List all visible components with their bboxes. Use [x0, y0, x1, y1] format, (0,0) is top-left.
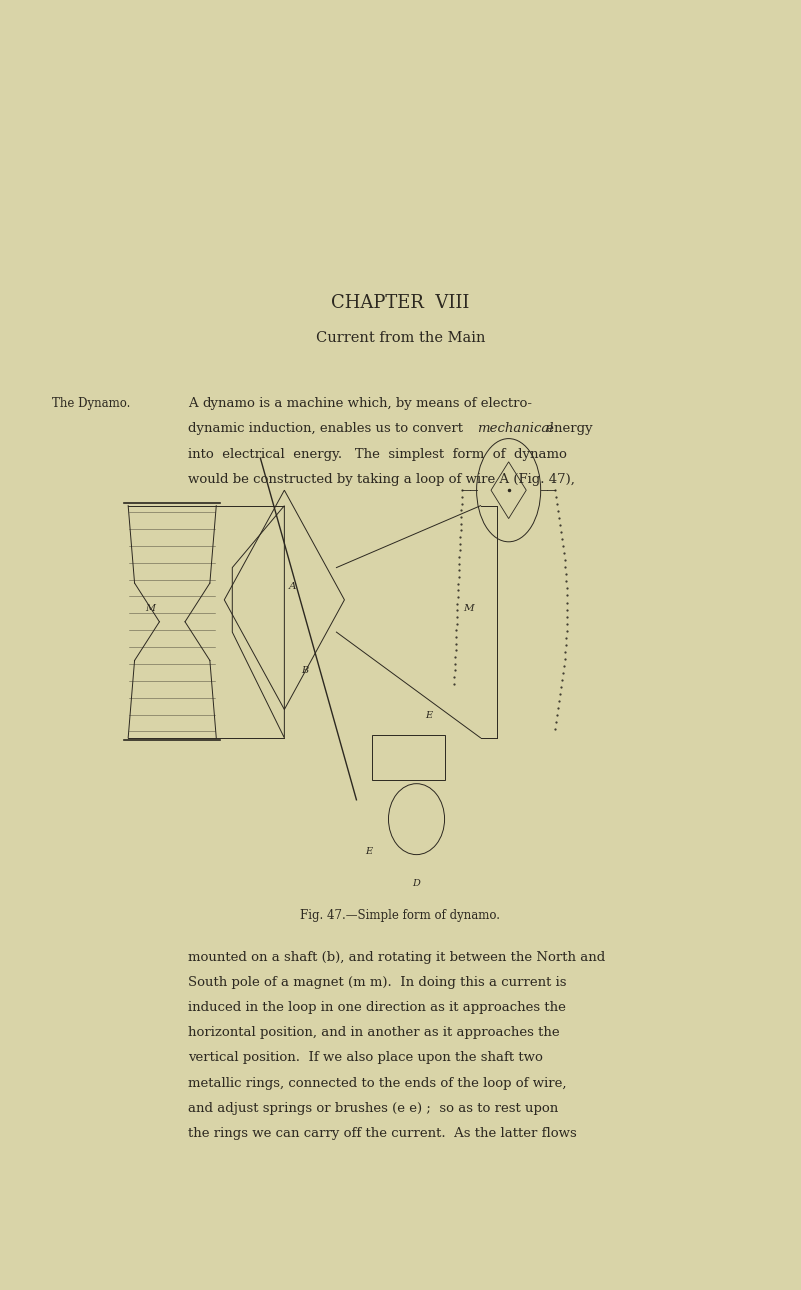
Text: CHAPTER  VIII: CHAPTER VIII — [332, 294, 469, 312]
Text: vertical position.  If we also place upon the shaft two: vertical position. If we also place upon… — [188, 1051, 543, 1064]
Text: is a machine which, by means of electro-: is a machine which, by means of electro- — [255, 397, 532, 410]
Text: D: D — [413, 880, 421, 888]
Text: would be constructed by taking a loop of wire A (Fig. 47),: would be constructed by taking a loop of… — [188, 473, 575, 486]
Text: energy: energy — [542, 423, 593, 436]
Text: dynamo: dynamo — [203, 397, 256, 410]
Text: metallic rings, connected to the ends of the loop of wire,: metallic rings, connected to the ends of… — [188, 1076, 567, 1090]
Text: The Dynamo.: The Dynamo. — [52, 397, 131, 410]
Text: mechanical: mechanical — [477, 423, 553, 436]
Text: A: A — [288, 583, 296, 591]
Text: E: E — [365, 848, 372, 855]
Text: South pole of a magnet (m m).  In doing this a current is: South pole of a magnet (m m). In doing t… — [188, 977, 567, 989]
Text: A: A — [188, 397, 202, 410]
Text: Fig. 47.—Simple form of dynamo.: Fig. 47.—Simple form of dynamo. — [300, 909, 501, 922]
Text: mounted on a shaft (b), and rotating it between the North and: mounted on a shaft (b), and rotating it … — [188, 951, 606, 964]
Text: Current from the Main: Current from the Main — [316, 332, 485, 344]
Text: M: M — [463, 605, 474, 613]
Text: horizontal position, and in another as it approaches the: horizontal position, and in another as i… — [188, 1027, 560, 1040]
Text: into  electrical  energy.   The  simplest  form  of  dynamo: into electrical energy. The simplest for… — [188, 448, 567, 461]
Text: induced in the loop in one direction as it approaches the: induced in the loop in one direction as … — [188, 1001, 566, 1014]
Text: M: M — [145, 605, 155, 613]
Text: and adjust springs or brushes (e e) ;  so as to rest upon: and adjust springs or brushes (e e) ; so… — [188, 1102, 558, 1115]
Text: E: E — [425, 712, 432, 720]
Text: the rings we can carry off the current.  As the latter flows: the rings we can carry off the current. … — [188, 1127, 577, 1140]
Text: B: B — [301, 667, 308, 675]
Text: dynamic induction, enables us to convert: dynamic induction, enables us to convert — [188, 423, 468, 436]
